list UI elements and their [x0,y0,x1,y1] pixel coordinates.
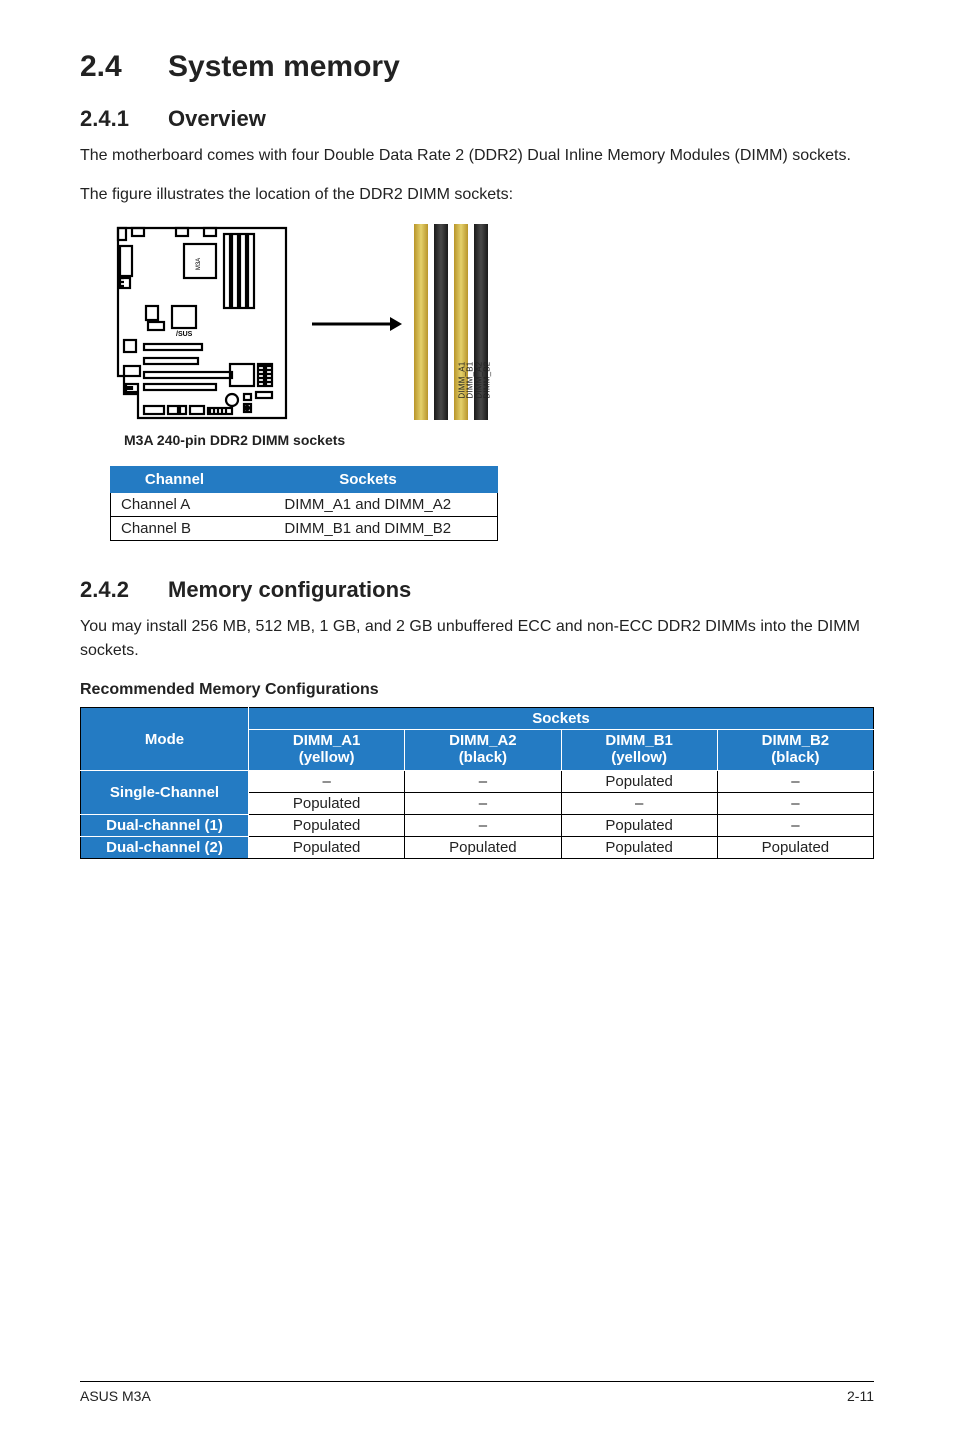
section-memcfg-heading: 2.4.2Memory configurations [80,577,874,603]
dimm-slot [414,224,428,420]
config-cell: – [405,793,561,815]
channel-table: Channel Sockets Channel ADIMM_A1 and DIM… [110,466,498,541]
config-cell: Populated [249,815,405,837]
config-cell: Populated [249,837,405,859]
config-cell: – [405,771,561,793]
recommended-config-table: Mode Sockets DIMM_A1(yellow)DIMM_A2(blac… [80,707,874,860]
page-footer: ASUS M3A 2-11 [80,1381,874,1404]
config-cell: – [561,793,717,815]
memcfg-para: You may install 256 MB, 512 MB, 1 GB, an… [80,615,874,661]
config-cell: Populated [405,837,561,859]
sockets-group-header: Sockets [249,707,874,729]
page-heading: 2.4System memory [80,50,874,84]
config-cell: Populated [249,793,405,815]
svg-text:/SUS: /SUS [176,331,193,338]
section-overview-heading: 2.4.1Overview [80,106,874,132]
mode-cell: Dual-channel (1) [81,815,249,837]
motherboard-diagram: M3A /SUS [110,222,300,424]
memcfg-title: Memory configurations [168,577,411,602]
config-cell: Populated [561,771,717,793]
dimm-slot [434,224,448,420]
config-cell: – [249,771,405,793]
dimm-col-header: DIMM_B1(yellow) [561,729,717,771]
config-cell: – [717,815,873,837]
overview-number: 2.4.1 [80,106,168,132]
overview-title: Overview [168,106,266,131]
config-cell: – [717,793,873,815]
config-cell: – [405,815,561,837]
footer-right: 2-11 [847,1388,874,1404]
dimm-slot-label: DIMM_B2 [484,342,492,398]
sockets-cell: DIMM_B1 and DIMM_B2 [239,517,498,541]
dimm-col-header: DIMM_B2(black) [717,729,873,771]
overview-para1: The motherboard comes with four Double D… [80,144,874,167]
heading-title: System memory [168,50,400,83]
config-cell: Populated [561,837,717,859]
config-cell: – [717,771,873,793]
table-row: Channel BDIMM_B1 and DIMM_B2 [111,517,498,541]
table-row: Dual-channel (1)Populated–Populated– [81,815,874,837]
dimm-col-header: DIMM_A2(black) [405,729,561,771]
heading-number: 2.4 [80,50,168,84]
dimm-col-header: DIMM_A1(yellow) [249,729,405,771]
table-row: Single-Channel––Populated– [81,771,874,793]
channel-cell: Channel B [111,517,239,541]
mode-cell: Single-Channel [81,771,249,815]
memcfg-subheader: Recommended Memory Configurations [80,678,874,701]
memcfg-number: 2.4.2 [80,577,168,603]
dimm-figure: M3A /SUS [110,222,874,424]
sockets-cell: DIMM_A1 and DIMM_A2 [239,493,498,517]
mode-header: Mode [81,707,249,771]
channel-header: Channel [111,467,239,493]
svg-text:M3A: M3A [196,258,202,270]
channel-cell: Channel A [111,493,239,517]
footer-left: ASUS M3A [80,1388,151,1404]
overview-para2: The figure illustrates the location of t… [80,183,874,206]
sockets-header: Sockets [239,467,498,493]
config-cell: Populated [561,815,717,837]
table-row: Channel ADIMM_A1 and DIMM_A2 [111,493,498,517]
table-row: Dual-channel (2)PopulatedPopulatedPopula… [81,837,874,859]
arrow-icon [312,314,402,334]
dimm-slots-closeup: DIMM_A1DIMM_B1DIMM_A2DIMM_B2 [414,224,548,424]
figure-caption: M3A 240-pin DDR2 DIMM sockets [124,432,874,448]
mode-cell: Dual-channel (2) [81,837,249,859]
config-cell: Populated [717,837,873,859]
